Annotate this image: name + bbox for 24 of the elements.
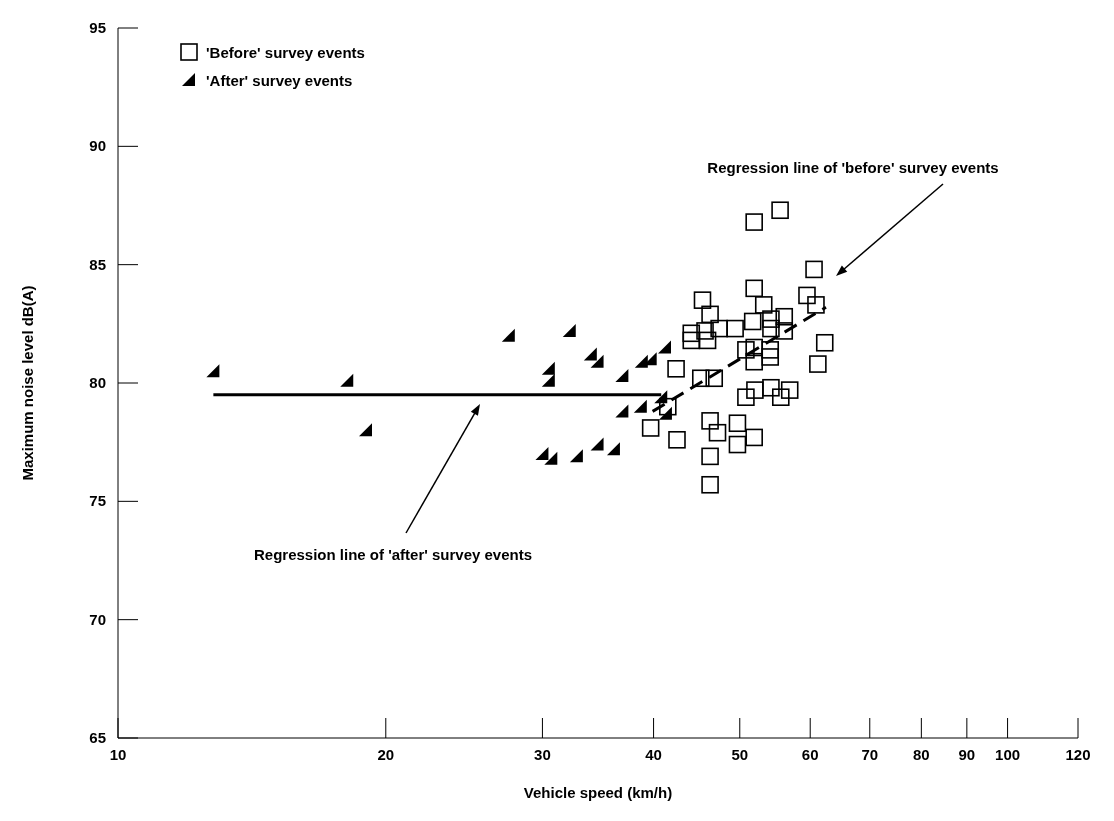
y-tick-label: 70 — [89, 610, 106, 628]
x-tick-label: 40 — [645, 746, 662, 763]
x-tick-label: 30 — [534, 746, 551, 763]
x-tick-label: 10 — [109, 746, 127, 763]
x-tick-label: 50 — [731, 746, 749, 763]
y-tick-label: 75 — [89, 492, 106, 510]
y-axis-title: Maximum noise level dB(A) — [19, 285, 37, 481]
x-tick-label: 70 — [861, 746, 879, 763]
legend-label: 'Before' survey events — [206, 43, 365, 61]
y-tick-label: 80 — [89, 374, 106, 391]
y-tick-label: 85 — [89, 255, 106, 273]
x-tick-label: 20 — [377, 746, 395, 763]
y-tick-label: 65 — [89, 729, 106, 746]
x-tick-label: 80 — [913, 746, 930, 763]
annotation: Regression line of 'before' survey events — [707, 159, 999, 176]
x-axis-title: Vehicle speed (km/h) — [523, 784, 673, 801]
y-tick-label: 90 — [89, 137, 106, 155]
x-tick-label: 100 — [995, 746, 1021, 763]
annotation: Regression line of 'after' survey events — [253, 546, 533, 563]
x-tick-label: 120 — [1065, 746, 1091, 763]
legend-label: 'After' survey events — [206, 71, 353, 89]
x-tick-label: 60 — [801, 746, 819, 763]
x-tick-label: 90 — [958, 746, 976, 763]
y-tick-label: 95 — [89, 19, 106, 36]
